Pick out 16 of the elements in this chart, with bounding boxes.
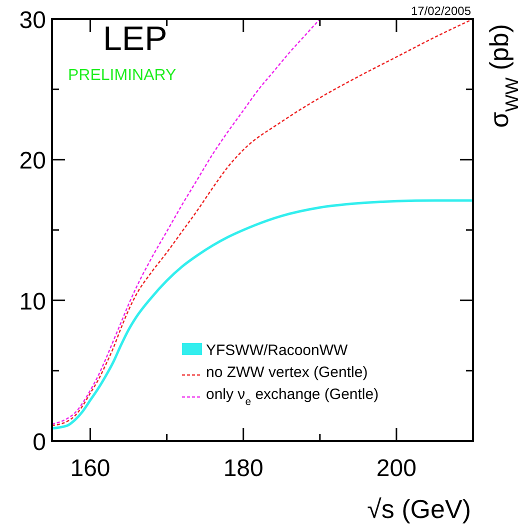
line-series — [50, 199, 474, 430]
x-tick-label: 200 — [376, 455, 416, 482]
y-tick-label: 10 — [19, 288, 46, 316]
annotation: PRELIMINARY — [68, 67, 177, 84]
x-axis-title: √s (GeV) — [367, 494, 471, 524]
line-series — [51, 18, 474, 426]
y-tick-label: 30 — [19, 7, 46, 34]
x-tick-label: 160 — [70, 455, 110, 482]
legend-label: no ZWW vertex (Gentle) — [206, 364, 368, 381]
y-tick-label: 20 — [19, 148, 46, 175]
legend-label: YFSWW/RacoonWW — [206, 342, 349, 359]
text: 17/02/2005 — [410, 4, 472, 18]
legend-label: only ν$_{e}$ exchange (Gentle) — [206, 386, 379, 408]
y-tick-label: 0 — [32, 429, 46, 456]
annotation: LEP — [103, 20, 168, 58]
x-tick-label: 180 — [223, 455, 264, 482]
